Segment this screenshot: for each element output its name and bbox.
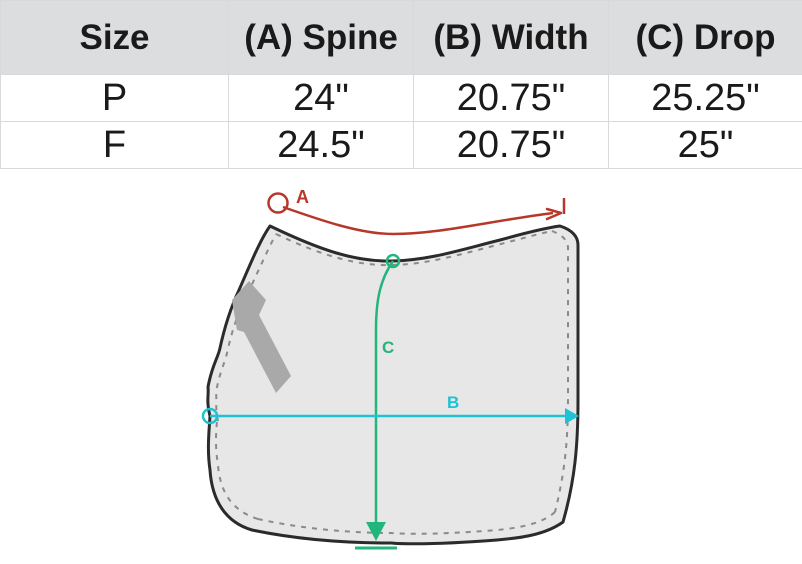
svg-text:C: C	[382, 338, 394, 357]
svg-text:A: A	[296, 187, 309, 207]
svg-text:B: B	[447, 393, 459, 412]
